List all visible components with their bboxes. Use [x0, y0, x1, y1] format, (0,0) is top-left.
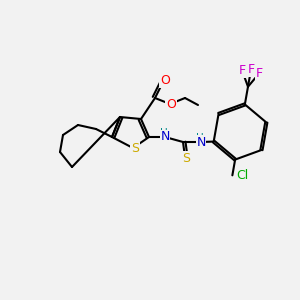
Text: Cl: Cl: [236, 169, 249, 182]
Text: S: S: [182, 152, 190, 164]
Text: N: N: [196, 136, 206, 148]
Text: H: H: [160, 128, 168, 138]
Text: N: N: [160, 130, 170, 143]
Text: O: O: [160, 74, 170, 88]
Text: O: O: [166, 98, 176, 112]
Text: F: F: [255, 67, 262, 80]
Text: H: H: [196, 133, 204, 143]
Text: S: S: [131, 142, 139, 155]
Text: F: F: [248, 64, 254, 76]
Text: F: F: [238, 64, 246, 77]
